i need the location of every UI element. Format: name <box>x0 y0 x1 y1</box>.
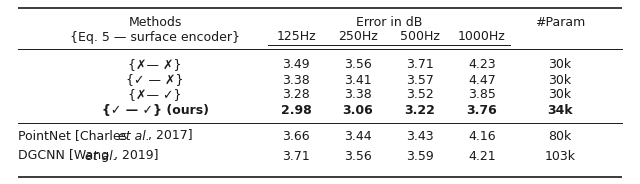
Text: 3.22: 3.22 <box>404 105 435 118</box>
Text: 34k: 34k <box>547 105 573 118</box>
Text: 4.23: 4.23 <box>468 59 496 72</box>
Text: {✗— ✓}: {✗— ✓} <box>128 89 182 102</box>
Text: 80k: 80k <box>548 130 572 142</box>
Text: 3.56: 3.56 <box>344 59 372 72</box>
Text: 3.85: 3.85 <box>468 89 496 102</box>
Text: 3.71: 3.71 <box>406 59 434 72</box>
Text: {✓ — ✗}: {✓ — ✗} <box>126 73 184 86</box>
Text: 3.06: 3.06 <box>342 105 373 118</box>
Text: 3.59: 3.59 <box>406 149 434 162</box>
Text: 3.38: 3.38 <box>282 73 310 86</box>
Text: 2.98: 2.98 <box>280 105 312 118</box>
Text: Error in dB: Error in dB <box>356 17 422 29</box>
Text: et al.: et al. <box>118 130 150 142</box>
Text: 3.41: 3.41 <box>344 73 372 86</box>
Text: , 2017]: , 2017] <box>148 130 193 142</box>
Text: 250Hz: 250Hz <box>338 31 378 43</box>
Text: 4.16: 4.16 <box>468 130 496 142</box>
Text: 3.52: 3.52 <box>406 89 434 102</box>
Text: Methods: Methods <box>128 17 182 29</box>
Text: 3.43: 3.43 <box>406 130 434 142</box>
Text: 4.47: 4.47 <box>468 73 496 86</box>
Text: 3.38: 3.38 <box>344 89 372 102</box>
Text: {✗— ✗}: {✗— ✗} <box>128 59 182 72</box>
Text: 3.44: 3.44 <box>344 130 372 142</box>
Text: 125Hz: 125Hz <box>276 31 316 43</box>
Text: 3.28: 3.28 <box>282 89 310 102</box>
Text: #Param: #Param <box>535 17 585 29</box>
Text: 3.76: 3.76 <box>467 105 497 118</box>
Text: DGCNN [Wang: DGCNN [Wang <box>18 149 113 162</box>
Text: 3.71: 3.71 <box>282 149 310 162</box>
Text: , 2019]: , 2019] <box>115 149 159 162</box>
Text: PointNet [Charles: PointNet [Charles <box>18 130 131 142</box>
Text: 500Hz: 500Hz <box>400 31 440 43</box>
Text: 3.56: 3.56 <box>344 149 372 162</box>
Text: 3.57: 3.57 <box>406 73 434 86</box>
Text: 3.49: 3.49 <box>282 59 310 72</box>
Text: 4.21: 4.21 <box>468 149 496 162</box>
Text: 3.66: 3.66 <box>282 130 310 142</box>
Text: {Eq. 5 — surface encoder}: {Eq. 5 — surface encoder} <box>70 31 240 43</box>
Text: 30k: 30k <box>548 89 572 102</box>
Text: 103k: 103k <box>545 149 575 162</box>
Text: 30k: 30k <box>548 73 572 86</box>
Text: 30k: 30k <box>548 59 572 72</box>
Text: {✓ — ✓} (ours): {✓ — ✓} (ours) <box>102 105 209 118</box>
Text: 1000Hz: 1000Hz <box>458 31 506 43</box>
Text: et al.: et al. <box>85 149 116 162</box>
